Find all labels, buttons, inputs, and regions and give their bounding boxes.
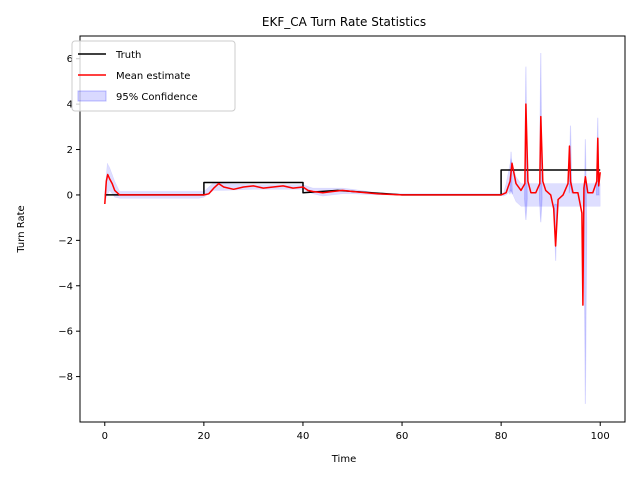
y-tick-label--2: −2: [58, 236, 73, 247]
y-tick-label--8: −8: [58, 372, 73, 383]
x-tick-label-100: 100: [591, 431, 610, 442]
y-tick-label-6: 6: [67, 54, 73, 65]
x-tick-label-40: 40: [297, 431, 310, 442]
x-axis-label: Time: [331, 454, 356, 465]
axes-frame: [79, 35, 626, 423]
x-tick-label-60: 60: [396, 431, 409, 442]
legend-label-mean: Mean estimate: [116, 71, 190, 82]
y-axis-label: Turn Rate: [16, 205, 27, 253]
plot-area: [104, 53, 601, 404]
y-tick-label-4: 4: [67, 100, 73, 111]
x-tick-label-80: 80: [495, 431, 508, 442]
legend: Truth Mean estimate 95% Confidence: [71, 40, 236, 112]
truth-line: [104, 169, 601, 196]
confidence-spike-5: [583, 139, 588, 404]
x-axis: 0 20 40 60 80 100: [102, 422, 610, 442]
series-lines-layer: [104, 103, 601, 306]
legend-label-truth: Truth: [115, 50, 141, 61]
y-tick-label-0: 0: [67, 190, 73, 201]
x-tick-label-20: 20: [197, 431, 210, 442]
mean-estimate-line: [104, 103, 601, 306]
legend-label-confidence: 95% Confidence: [116, 92, 198, 103]
chart-title: EKF_CA Turn Rate Statistics: [262, 15, 426, 29]
legend-box: [71, 40, 236, 112]
y-tick-label-2: 2: [67, 145, 73, 156]
y-tick-label--6: −6: [58, 327, 73, 338]
legend-swatch-confidence: [77, 90, 107, 102]
x-tick-label-0: 0: [102, 431, 108, 442]
y-tick-label--4: −4: [58, 281, 73, 292]
